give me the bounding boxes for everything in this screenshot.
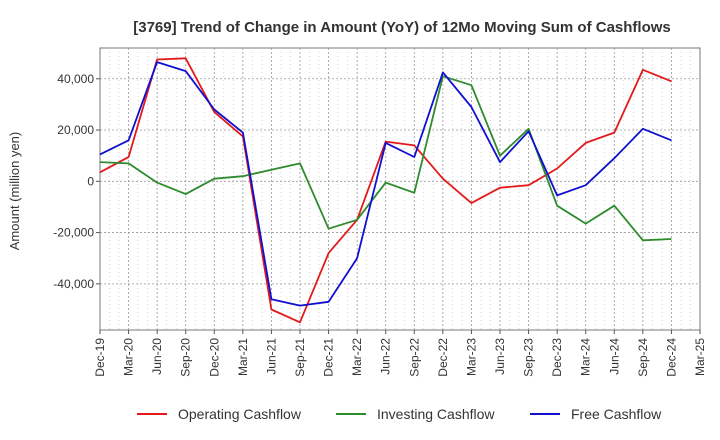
x-tick-label: Dec-22 <box>436 338 450 377</box>
x-tick-label: Jun-24 <box>607 338 621 375</box>
x-tick-label: Dec-23 <box>550 338 564 377</box>
legend-label: Free Cashflow <box>571 406 662 422</box>
x-tick-label: Sep-23 <box>522 338 536 377</box>
x-tick-label: Mar-20 <box>122 338 136 376</box>
y-axis-label: Amount (million yen) <box>7 132 22 251</box>
y-tick-label: 20,000 <box>57 123 94 137</box>
plot-frame <box>99 47 701 331</box>
x-tick-label: Sep-22 <box>407 338 421 377</box>
y-tick-label: 0 <box>87 174 94 188</box>
x-tick-label: Mar-21 <box>236 338 250 376</box>
series-line-free-cashflow <box>99 61 672 307</box>
x-tick-label: Dec-24 <box>664 338 678 377</box>
plot-area: -40,000 -20,000 0 20,000 40,000 Dec-19 Mar-20 J… <box>53 47 707 377</box>
chart-title: [3769] Trend of Change in Amount (YoY) o… <box>133 19 671 36</box>
series-line-operating-cashflow <box>99 57 672 324</box>
x-tick-label: Mar-22 <box>350 338 364 376</box>
series-line-investing-cashflow <box>99 75 672 242</box>
x-tick-label: Sep-24 <box>636 338 650 377</box>
x-tick-label: Jun-23 <box>493 338 507 375</box>
x-tick-label: Mar-23 <box>464 338 478 376</box>
x-tick-label: Mar-24 <box>579 338 593 376</box>
x-tick-label: Jun-22 <box>379 338 393 375</box>
y-tick-label: 40,000 <box>57 72 94 86</box>
x-tick-label: Mar-25 <box>693 338 707 376</box>
x-tick-label: Dec-20 <box>207 338 221 377</box>
legend-label: Operating Cashflow <box>178 406 302 422</box>
x-tick-label: Dec-21 <box>322 338 336 377</box>
y-tick-label: -40,000 <box>53 277 94 291</box>
x-tick-label: Dec-19 <box>93 338 107 377</box>
x-tick-label: Jun-20 <box>150 338 164 375</box>
legend: Operating Cashflow Investing Cashflow Free… <box>137 406 662 422</box>
x-tick-label: Sep-20 <box>179 338 193 377</box>
x-tick-label: Sep-21 <box>293 338 307 377</box>
legend-label: Investing Cashflow <box>377 406 495 422</box>
x-tick-label: Jun-21 <box>264 338 278 375</box>
y-tick-label: -20,000 <box>53 226 94 240</box>
